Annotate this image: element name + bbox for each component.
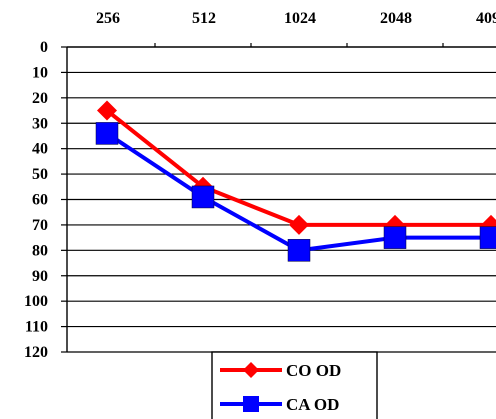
y-tick-label-80: 80 xyxy=(32,242,48,259)
x-tick-label-2048: 2048 xyxy=(380,10,412,27)
x-tick-label-512: 512 xyxy=(192,10,216,27)
point-ca-od-4096 xyxy=(479,226,496,249)
legend-box xyxy=(211,351,378,419)
point-ca-od-2048 xyxy=(383,226,407,249)
point-ca-od-512 xyxy=(191,185,215,209)
legend: CO OD CA OD xyxy=(211,351,378,419)
y-tick-label-50: 50 xyxy=(32,166,48,183)
series-line-co-od xyxy=(105,108,491,227)
legend-label-co-od: CO OD xyxy=(286,361,341,380)
axes xyxy=(61,43,496,353)
y-tick-label-120: 120 xyxy=(24,344,48,361)
y-tick-labels: 0 10 20 30 40 50 60 70 80 90 100 110 120 xyxy=(24,39,48,361)
point-co-od-256 xyxy=(97,100,117,121)
series-lines xyxy=(95,100,496,262)
point-ca-od-1024 xyxy=(287,239,311,262)
y-tick-label-40: 40 xyxy=(32,141,48,158)
legend-label-ca-od: CA OD xyxy=(286,395,339,414)
y-tick-label-60: 60 xyxy=(32,192,48,209)
y-tick-label-70: 70 xyxy=(32,217,48,234)
legend-marker-co-od xyxy=(243,362,259,378)
x-tick-labels: 2565121024204840968192 xyxy=(96,10,496,27)
y-tick-label-0: 0 xyxy=(40,39,48,56)
x-tick-label-1024: 1024 xyxy=(284,10,316,27)
y-tick-label-30: 30 xyxy=(32,115,48,132)
y-tick-label-110: 110 xyxy=(25,319,48,336)
y-tick-label-90: 90 xyxy=(32,268,48,285)
x-tick-label-256: 256 xyxy=(96,10,120,27)
y-tick-label-10: 10 xyxy=(32,64,48,81)
y-tick-label-100: 100 xyxy=(24,293,48,310)
point-co-od-1024 xyxy=(289,214,309,235)
legend-marker-ca-od xyxy=(243,396,259,412)
y-tick-label-20: 20 xyxy=(32,90,48,107)
x-tick-label-4096: 4096 xyxy=(476,10,496,27)
point-ca-od-256 xyxy=(95,122,119,145)
gridlines xyxy=(67,71,496,353)
